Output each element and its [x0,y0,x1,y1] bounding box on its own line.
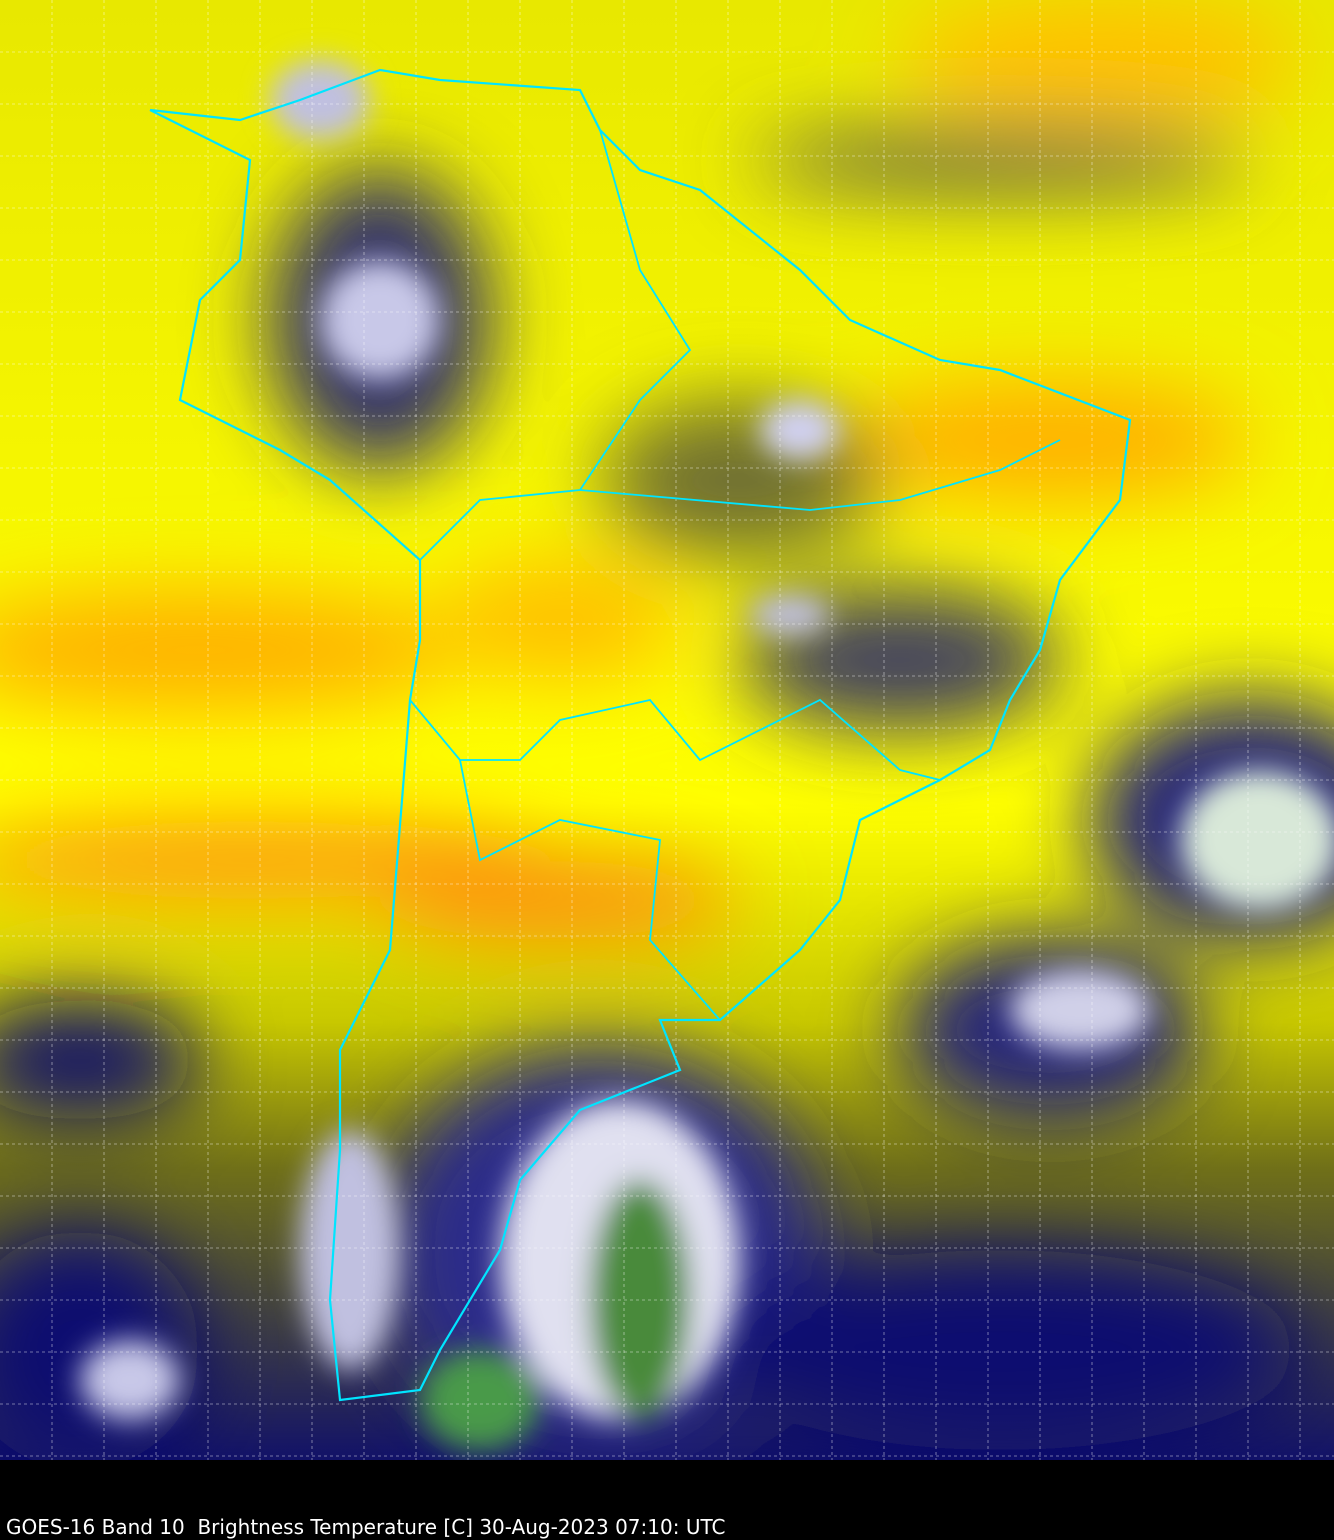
cold-cloud-tops [80,60,1334,1450]
internal-borders [579,439,1061,511]
country-borders [149,68,1132,1402]
internal-borders [409,698,941,781]
satellite-map [0,0,1334,1460]
internal-borders [459,759,721,1021]
internal-borders [419,129,692,561]
image-caption: GOES-16 Band 10 Brightness Temperature [… [6,1515,726,1539]
graticule [0,0,1334,1460]
